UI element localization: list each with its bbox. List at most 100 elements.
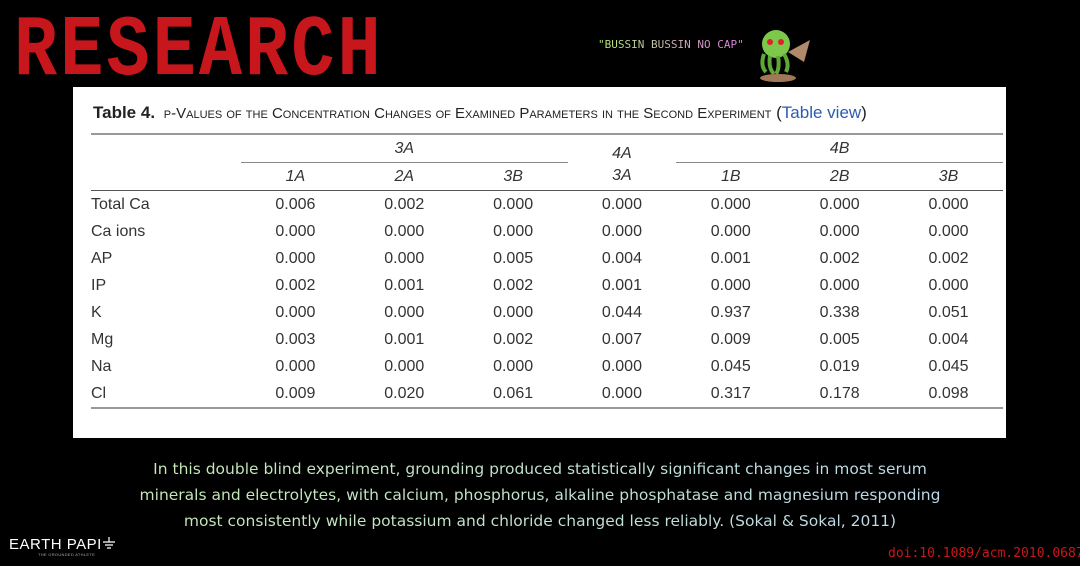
cell: 0.338 bbox=[819, 303, 860, 321]
summary-line: minerals and electrolytes, with calcium,… bbox=[139, 486, 941, 504]
cell: 0.004 bbox=[601, 249, 642, 267]
table-panel: Table 4. p-Values of the Concentration C… bbox=[73, 87, 1006, 438]
table-row: IP 0.002 0.001 0.002 0.001 0.000 0.000 0.000 bbox=[91, 272, 1003, 299]
cell: 0.937 bbox=[710, 303, 751, 321]
group-header: 4B bbox=[676, 133, 1003, 163]
cell: 0.000 bbox=[275, 303, 316, 321]
cell: 0.000 bbox=[275, 249, 316, 267]
table-row: K 0.000 0.000 0.000 0.044 0.937 0.338 0.051 bbox=[91, 299, 1003, 326]
column-header: 1B bbox=[676, 162, 786, 191]
cell: 0.000 bbox=[384, 357, 425, 375]
tagline: THE GROUNDED ATHLETE bbox=[38, 552, 96, 557]
ground-icon bbox=[102, 537, 115, 549]
corner-cell bbox=[91, 162, 241, 191]
brand-name: EARTH PAPI bbox=[9, 536, 102, 553]
cell: 0.000 bbox=[384, 249, 425, 267]
cell: 0.061 bbox=[458, 380, 568, 409]
cell: 0.000 bbox=[275, 357, 316, 375]
row-label: Mg bbox=[91, 330, 114, 348]
cell: 0.000 bbox=[928, 222, 969, 240]
cell: 0.044 bbox=[601, 303, 642, 321]
quote: "BUSSIN BUSSIN NO CAP" bbox=[598, 38, 744, 51]
cell: 0.000 bbox=[567, 380, 677, 409]
column-header: 2B bbox=[785, 162, 895, 191]
cell: 0.007 bbox=[601, 330, 642, 348]
column-header: 1A bbox=[241, 162, 350, 191]
table-view-link[interactable]: Table view bbox=[781, 103, 862, 122]
column-header: 2A bbox=[349, 162, 459, 191]
cell: 0.000 bbox=[819, 195, 860, 213]
doi: doi:10.1089/acm.2010.0687 bbox=[888, 546, 1080, 561]
summary-line: In this double blind experiment, groundi… bbox=[153, 460, 927, 478]
cell: 0.000 bbox=[710, 222, 751, 240]
cell: 0.009 bbox=[710, 330, 751, 348]
cell: 0.020 bbox=[349, 380, 459, 409]
cell: 0.000 bbox=[384, 303, 425, 321]
cell: 0.045 bbox=[928, 357, 969, 375]
header-row: 1A 2A 3B 3A 1B 2B 3B bbox=[91, 162, 1003, 191]
row-label: Ca ions bbox=[91, 222, 146, 240]
cell: 0.000 bbox=[819, 222, 860, 240]
table-row: Na 0.000 0.000 0.000 0.000 0.045 0.019 0.045 bbox=[91, 353, 1003, 380]
brand: EARTH PAPI bbox=[9, 536, 116, 553]
cell: 0.000 bbox=[493, 195, 534, 213]
paren: ) bbox=[861, 103, 867, 122]
row-label: Cl bbox=[91, 380, 241, 409]
table-row: Total Ca 0.006 0.002 0.000 0.000 0.000 0.000 0.… bbox=[91, 191, 1003, 219]
row-label: K bbox=[91, 303, 102, 321]
cell: 0.051 bbox=[928, 303, 969, 321]
cell: 0.000 bbox=[601, 357, 642, 375]
cell: 0.000 bbox=[710, 195, 751, 213]
cell: 0.000 bbox=[710, 276, 751, 294]
cell: 0.006 bbox=[275, 195, 316, 213]
cell: 0.000 bbox=[493, 303, 534, 321]
cell: 0.001 bbox=[384, 276, 425, 294]
cell: 0.005 bbox=[819, 330, 860, 348]
caption-label: Table 4. bbox=[93, 103, 156, 122]
cell: 0.000 bbox=[275, 222, 316, 240]
cell: 0.002 bbox=[275, 276, 316, 294]
row-label: AP bbox=[91, 249, 113, 267]
group-header: 4A bbox=[567, 133, 677, 163]
cell: 0.019 bbox=[819, 357, 860, 375]
cell: 0.002 bbox=[493, 330, 534, 348]
cell: 0.002 bbox=[819, 249, 860, 267]
row-label: Total Ca bbox=[91, 195, 150, 213]
summary: In this double blind experiment, groundi… bbox=[40, 456, 1040, 534]
mascot-icon bbox=[760, 30, 810, 82]
table-body: Total Ca 0.006 0.002 0.000 0.000 0.000 0.000 0.… bbox=[91, 191, 1003, 409]
table-row: Cl 0.009 0.020 0.061 0.000 0.317 0.178 0.098 bbox=[91, 380, 1003, 409]
row-label: IP bbox=[91, 276, 107, 294]
header-row: 3A 4A 4B bbox=[91, 133, 1003, 163]
cell: 0.001 bbox=[601, 276, 642, 294]
cell: 0.000 bbox=[819, 276, 860, 294]
paren: ( bbox=[776, 103, 782, 122]
cell: 0.000 bbox=[493, 357, 534, 375]
group-header: 3A bbox=[241, 133, 568, 163]
cell: 0.000 bbox=[928, 276, 969, 294]
table-row: Mg 0.003 0.001 0.002 0.007 0.009 0.005 0.004 bbox=[91, 326, 1003, 353]
cell: 0.009 bbox=[241, 380, 350, 409]
cell: 0.001 bbox=[384, 330, 425, 348]
corner-cell bbox=[91, 133, 241, 163]
cell: 0.000 bbox=[384, 222, 425, 240]
cell: 0.178 bbox=[785, 380, 895, 409]
cell: 0.045 bbox=[710, 357, 751, 375]
caption-text: p-Values of the Concentration Changes of… bbox=[163, 105, 772, 122]
cell: 0.002 bbox=[493, 276, 534, 294]
cell: 0.000 bbox=[493, 222, 534, 240]
cell: 0.000 bbox=[601, 195, 642, 213]
cell: 0.001 bbox=[710, 249, 751, 267]
row-label: Na bbox=[91, 357, 112, 375]
cell: 0.098 bbox=[894, 380, 1003, 409]
column-header: 3A bbox=[567, 162, 677, 191]
table-row: AP 0.000 0.000 0.005 0.004 0.001 0.002 0.002 bbox=[91, 245, 1003, 272]
table-head: 3A 4A 4B 1A 2A 3B 3A 1B 2B 3B bbox=[91, 133, 1003, 191]
cell: 0.004 bbox=[928, 330, 969, 348]
cell: 0.002 bbox=[384, 195, 425, 213]
cell: 0.002 bbox=[928, 249, 969, 267]
cell: 0.000 bbox=[928, 195, 969, 213]
table-row: Ca ions 0.000 0.000 0.000 0.000 0.000 0.000 0.0… bbox=[91, 218, 1003, 245]
title: RESEARCH bbox=[14, 2, 384, 101]
